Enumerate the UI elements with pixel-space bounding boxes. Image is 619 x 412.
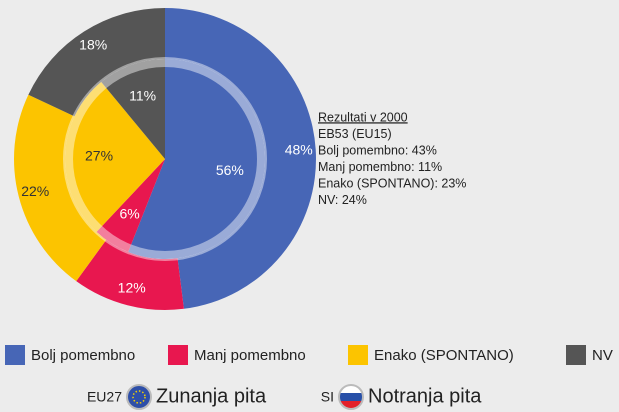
ring-code: EU27 <box>87 389 122 405</box>
ring-code: SI <box>321 389 334 405</box>
legend-swatch <box>168 345 188 365</box>
slice-label: 22% <box>21 183 49 199</box>
legend-label: Enako (SPONTANO) <box>374 347 514 364</box>
pie-slice <box>64 81 165 232</box>
annotation-line: Rezultati v 2000 <box>318 110 408 124</box>
legend-swatch <box>5 345 25 365</box>
legend-label: NV <box>592 347 613 364</box>
pie-slice <box>14 94 107 282</box>
pie-slice <box>128 59 265 259</box>
ring-name: Zunanja pita <box>156 385 267 407</box>
pie-slice <box>76 239 184 311</box>
slice-label: 12% <box>118 279 146 295</box>
annotation-line: Manj pomembno: 11% <box>318 160 442 174</box>
legend-label: Bolj pomembno <box>31 347 135 364</box>
annotation-line: EB53 (EU15) <box>318 127 392 141</box>
annotation-line: NV: 24% <box>318 193 367 207</box>
slice-label: 6% <box>120 205 140 221</box>
slice-label: 18% <box>79 37 107 53</box>
slice-label: 11% <box>129 88 156 104</box>
legend-swatch <box>348 345 368 365</box>
slice-label: 48% <box>285 141 313 157</box>
pie-slice <box>165 8 317 309</box>
slice-label: 27% <box>85 148 113 164</box>
legend-swatch <box>566 345 586 365</box>
eu-flag-icon <box>126 384 152 410</box>
ring-highlight <box>63 57 267 261</box>
si-flag-icon <box>338 384 364 410</box>
pie-slice <box>28 8 166 117</box>
annotation-line: Enako (SPONTANO): 23% <box>318 176 466 190</box>
slice-label: 56% <box>216 162 244 178</box>
pie-slice <box>96 159 165 252</box>
pie-slice <box>101 59 165 159</box>
annotation-line: Bolj pomembno: 43% <box>318 143 437 157</box>
legend-label: Manj pomembno <box>194 347 306 364</box>
ring-name: Notranja pita <box>368 385 482 407</box>
